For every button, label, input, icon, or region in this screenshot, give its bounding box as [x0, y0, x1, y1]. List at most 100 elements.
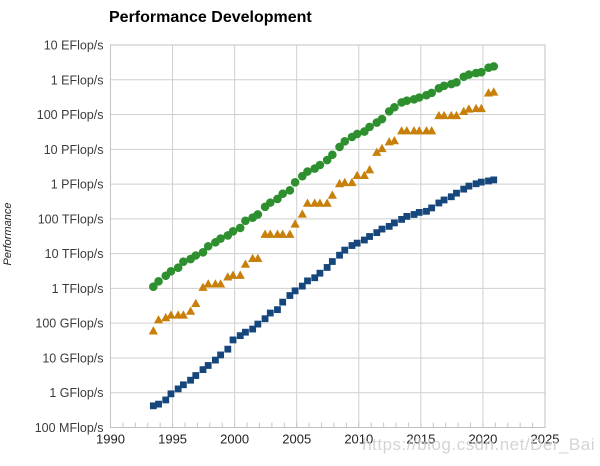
data-point-top1: [253, 253, 263, 263]
data-point-top1: [153, 315, 164, 324]
data-point-n500: [465, 182, 473, 190]
data-point-top1: [185, 306, 196, 315]
data-point-n500: [224, 345, 232, 353]
data-point-top1: [377, 143, 387, 153]
data-point-top1: [302, 198, 313, 207]
data-point-top1: [235, 270, 245, 279]
data-point-sum: [352, 129, 362, 139]
data-point-n500: [179, 381, 187, 389]
x-axis-tick-label: 2000: [220, 432, 249, 447]
data-point-top1: [315, 198, 325, 207]
data-point-n500: [304, 277, 311, 285]
data-point-sum: [290, 177, 300, 187]
data-point-n500: [254, 320, 262, 328]
data-point-sum: [265, 198, 275, 207]
data-point-n500: [187, 376, 194, 384]
x-axis-tick-label: 2010: [344, 432, 373, 447]
data-point-sum: [489, 62, 499, 71]
data-point-n500: [440, 196, 448, 204]
data-point-n500: [423, 207, 430, 215]
data-point-n500: [242, 328, 249, 336]
data-point-n500: [162, 396, 170, 404]
data-point-n500: [316, 269, 324, 277]
data-point-n500: [155, 400, 162, 408]
y-axis-tick-label: 100 TFlop/s: [38, 212, 104, 226]
data-point-n500: [249, 325, 257, 333]
y-axis-tick-label: 10 EFlop/s: [44, 39, 104, 53]
data-point-sum: [149, 282, 158, 291]
data-point-n500: [410, 211, 418, 218]
data-point-sum: [303, 167, 312, 176]
data-point-sum: [235, 223, 245, 233]
data-point-sum: [322, 155, 332, 165]
data-point-n500: [298, 282, 306, 290]
data-point-n500: [279, 298, 287, 306]
data-point-n500: [328, 258, 336, 265]
data-point-n500: [391, 219, 398, 227]
data-point-top1: [198, 282, 208, 291]
y-axis-tick-label: 10 PFlop/s: [44, 143, 104, 157]
plot-border: [110, 44, 546, 428]
data-point-top1: [439, 110, 449, 120]
data-point-n500: [398, 215, 406, 223]
data-point-n500: [204, 362, 212, 369]
data-point-sum: [253, 210, 263, 219]
data-point-top1: [178, 310, 188, 319]
data-point-top1: [265, 229, 275, 238]
data-point-n500: [192, 372, 200, 379]
y-axis-tick-label: 1 PFlop/s: [51, 178, 104, 192]
data-point-top1: [352, 170, 362, 180]
data-point-n500: [167, 390, 175, 398]
data-point-n500: [435, 199, 443, 207]
data-point-sum: [390, 102, 399, 112]
data-point-top1: [203, 279, 213, 288]
data-point-top1: [216, 279, 226, 288]
data-point-top1: [389, 135, 400, 145]
data-point-sum: [273, 194, 282, 204]
y-axis-tick-label: 100 PFlop/s: [37, 108, 104, 122]
data-point-sum: [173, 263, 183, 273]
data-point-sum: [402, 96, 412, 106]
data-point-n500: [366, 233, 373, 240]
y-axis-tick-label: 10 TFlop/s: [45, 247, 104, 261]
data-point-top1: [148, 326, 158, 335]
data-point-sum: [203, 241, 213, 251]
data-point-top1: [161, 312, 171, 322]
data-point-n500: [415, 209, 423, 216]
data-point-top1: [285, 229, 295, 238]
data-point-n500: [490, 176, 498, 184]
data-point-top1: [278, 229, 288, 238]
data-point-n500: [453, 189, 460, 197]
data-point-sum: [154, 277, 163, 286]
data-point-n500: [261, 315, 269, 323]
data-point-top1: [191, 298, 201, 307]
data-point-sum: [464, 70, 474, 79]
data-point-top1: [359, 170, 369, 180]
y-axis-tick-label: 1 EFlop/s: [51, 73, 104, 87]
data-point-top1: [476, 103, 486, 113]
data-point-top1: [166, 310, 176, 319]
data-point-top1: [327, 190, 337, 199]
x-axis-tick-label: 2025: [531, 432, 560, 447]
data-point-sum: [414, 93, 424, 102]
data-point-sum: [166, 267, 176, 276]
data-point-sum: [328, 150, 337, 160]
data-point-n500: [236, 332, 244, 340]
data-point-n500: [385, 222, 393, 230]
data-point-sum: [198, 248, 208, 257]
data-point-top1: [459, 106, 469, 116]
data-point-sum: [179, 257, 188, 266]
data-point-n500: [291, 287, 299, 295]
data-point-top1: [347, 177, 357, 187]
data-point-n500: [472, 180, 480, 188]
data-point-sum: [285, 186, 295, 195]
y-axis-tick-label: 1 GFlop/s: [49, 386, 103, 400]
data-point-n500: [447, 193, 455, 201]
data-point-sum: [477, 67, 486, 77]
data-point-sum: [216, 234, 225, 243]
data-point-n500: [199, 366, 207, 374]
watermark: https://blog.csdn.net/Der_Bai: [362, 435, 595, 454]
data-point-n500: [485, 177, 492, 185]
data-point-sum: [335, 142, 344, 152]
